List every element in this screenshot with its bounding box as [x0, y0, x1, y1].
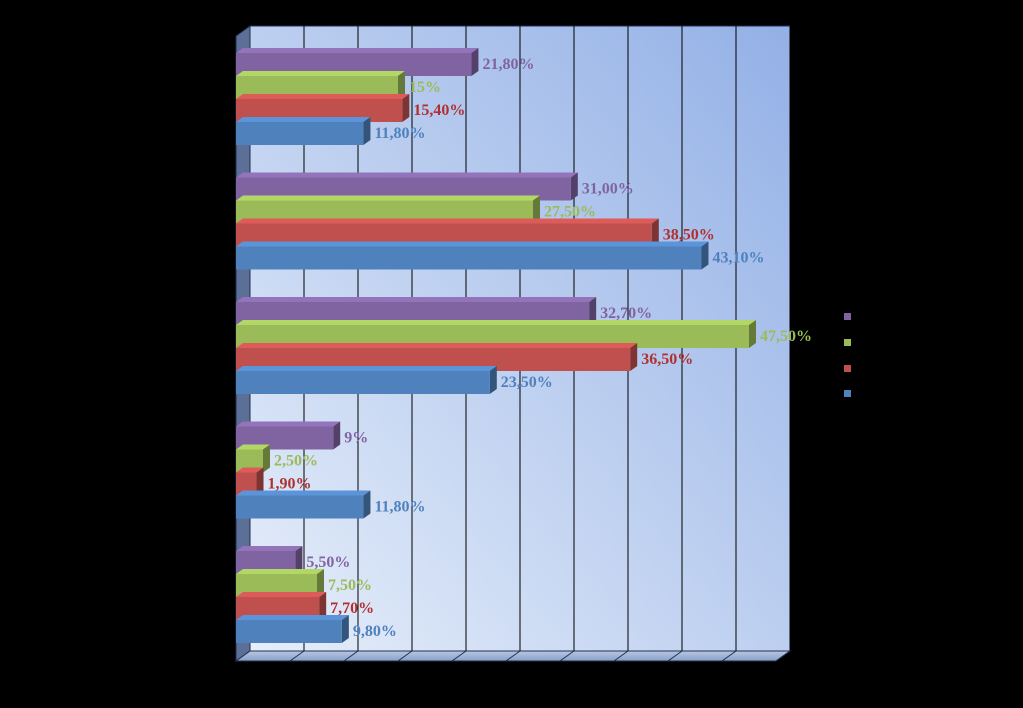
bar-top-face [236, 71, 405, 76]
bar-end-face [333, 421, 341, 450]
data-label: 23,50% [501, 374, 553, 391]
bar [236, 76, 398, 99]
floor-gridline [289, 650, 305, 662]
floor-gridline [667, 650, 683, 662]
legend-swatch [844, 390, 851, 397]
bar [236, 551, 296, 574]
bar [236, 223, 652, 247]
bar-top-face [236, 421, 341, 427]
floor-gridline [397, 650, 413, 662]
floor-gridline [559, 650, 575, 662]
bar [236, 325, 749, 348]
bar-top-face [236, 546, 303, 551]
data-label: 38,50% [663, 227, 715, 244]
data-label: 27,50% [544, 204, 596, 221]
bar [236, 620, 342, 643]
bar-top-face [236, 218, 659, 224]
bar-end-face [533, 195, 540, 224]
bar [236, 177, 571, 201]
bar-top-face [236, 615, 349, 620]
floor-gridline [505, 650, 521, 662]
bar-end-face [341, 615, 349, 643]
data-label: 5,50% [306, 554, 350, 571]
bar-end-face [749, 320, 756, 348]
bar-top-face [236, 48, 479, 53]
bar-top-face [236, 490, 371, 496]
bar-end-face [363, 490, 371, 519]
data-label: 11,80% [374, 125, 425, 142]
bar [236, 495, 364, 519]
data-label: 15% [409, 79, 441, 96]
data-label: 47,50% [760, 328, 812, 345]
bar [236, 472, 257, 496]
bar-top-face [236, 366, 497, 371]
bar-end-face [263, 444, 270, 473]
bar-end-face [489, 366, 497, 394]
bar [236, 426, 334, 450]
data-label: 2,50% [274, 453, 318, 470]
bar-top-face [236, 569, 324, 574]
bar-end-face [630, 343, 638, 371]
bar [236, 449, 263, 473]
bar-top-face [236, 592, 327, 597]
bar-end-face [651, 218, 659, 247]
data-label: 21,80% [482, 56, 534, 73]
bar [236, 122, 364, 145]
bar-end-face [319, 592, 327, 620]
legend-swatch [844, 365, 851, 372]
bar [236, 246, 702, 270]
bar-end-face [398, 71, 405, 99]
data-label: 15,40% [413, 102, 465, 119]
data-label: 9% [344, 430, 368, 447]
data-label: 7,50% [328, 577, 372, 594]
bar-top-face [236, 117, 371, 122]
bar-top-face [236, 343, 638, 348]
legend-swatch [844, 313, 851, 320]
bar-top-face [236, 297, 597, 302]
data-label: 7,70% [330, 600, 374, 617]
bar-end-face [363, 117, 371, 145]
bar [236, 99, 403, 122]
floor-gridline [451, 650, 467, 662]
floor-gridline [775, 650, 791, 662]
data-label: 9,80% [353, 623, 397, 640]
floor-gridline [613, 650, 629, 662]
data-label: 11,80% [374, 499, 425, 516]
bar-end-face [295, 546, 303, 574]
legend-swatch [844, 339, 851, 346]
bar-top-face [236, 94, 410, 99]
data-label: 43,10% [712, 250, 764, 267]
data-label: 36,50% [641, 351, 693, 368]
bar [236, 597, 320, 620]
bar-end-face [317, 569, 324, 597]
bar-end-face [570, 172, 578, 201]
bar-top-face [236, 241, 709, 247]
bar-end-face [589, 297, 597, 325]
bar-end-face [701, 241, 709, 270]
bar-end-face [256, 467, 264, 496]
bar [236, 200, 533, 224]
bar-top-face [236, 320, 756, 325]
floor-gridline [343, 650, 359, 662]
bar [236, 371, 490, 394]
bar-end-face [471, 48, 479, 76]
data-label: 32,70% [600, 305, 652, 322]
bar-top-face [236, 467, 264, 473]
bar-top-face [236, 444, 270, 450]
bar-end-face [402, 94, 410, 122]
floor-gridline [721, 650, 737, 662]
bar-top-face [236, 172, 578, 178]
data-label: 1,90% [268, 476, 312, 493]
bar [236, 53, 472, 76]
bar [236, 302, 590, 325]
bar-top-face [236, 195, 540, 201]
bar [236, 348, 631, 371]
bar [236, 574, 317, 597]
data-label: 31,00% [582, 181, 634, 198]
